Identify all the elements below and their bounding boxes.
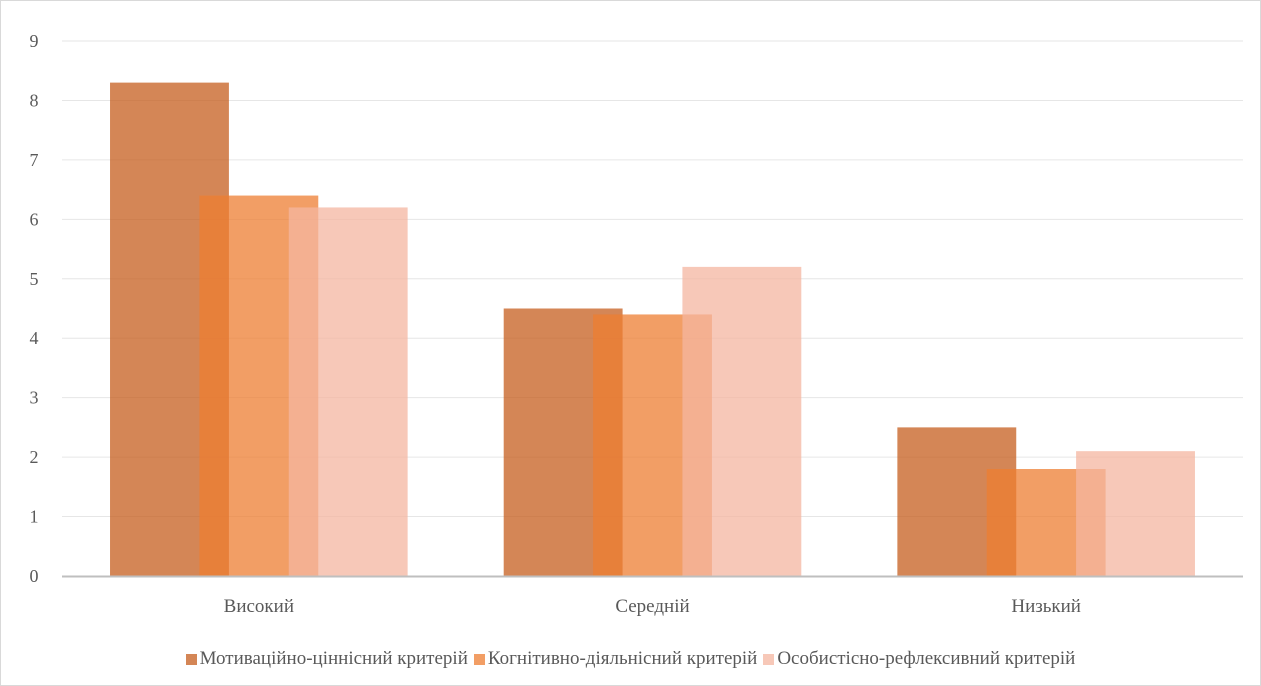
- y-tick-label: 9: [30, 31, 39, 51]
- y-tick-label: 7: [30, 150, 39, 170]
- x-category-label: Низький: [1011, 596, 1081, 617]
- y-tick-label: 2: [30, 447, 39, 467]
- bar: [288, 207, 408, 576]
- y-tick-label: 5: [30, 269, 39, 289]
- bar: [1076, 451, 1195, 576]
- bars: [110, 82, 1195, 577]
- y-tick-label: 3: [30, 388, 39, 408]
- bar: [682, 266, 802, 576]
- x-category-label: Середній: [615, 596, 689, 617]
- legend-label: Когнітивно-діяльнісний критерій: [487, 648, 758, 669]
- y-tick-label: 1: [30, 507, 39, 527]
- legend-swatch: [763, 653, 775, 665]
- x-axis-categories: Високий Середній Низький: [224, 596, 1081, 617]
- y-tick-label: 0: [30, 566, 39, 586]
- y-tick-label: 4: [30, 328, 39, 348]
- legend-swatch: [185, 653, 197, 665]
- legend-item: Когнітивно-діяльнісний критерій: [473, 648, 758, 670]
- legend-swatch: [473, 653, 485, 665]
- legend-label: Особистісно-рефлексивний критерій: [777, 648, 1076, 669]
- x-category-label: Високий: [224, 596, 294, 617]
- y-tick-label: 6: [30, 209, 39, 229]
- legend: Мотиваційно-ціннісний критерій Когнітивно…: [0, 648, 1261, 670]
- legend-item: Мотиваційно-ціннісний критерій: [185, 648, 468, 670]
- legend-label: Мотиваційно-ціннісний критерій: [199, 648, 468, 669]
- y-tick-label: 8: [30, 90, 39, 110]
- legend-item: Особистісно-рефлексивний критерій: [763, 648, 1075, 670]
- y-axis-ticks: 0 1 2 3 4 5 6 7 8 9: [30, 31, 39, 586]
